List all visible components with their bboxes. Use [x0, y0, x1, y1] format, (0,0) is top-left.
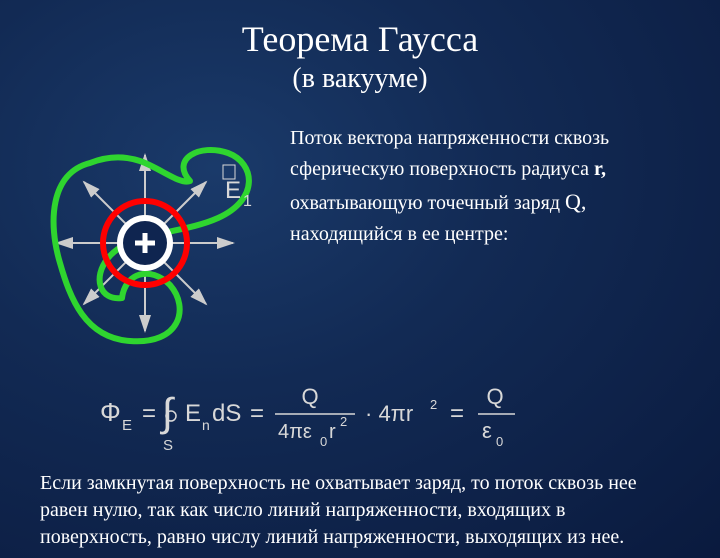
svg-text:dS: dS	[212, 400, 241, 427]
p1-b: охватывающую точечный заряд	[290, 192, 565, 214]
svg-text:∫: ∫	[160, 391, 176, 435]
paragraph-2: Если замкнутая поверхность не охватывает…	[0, 456, 720, 551]
p1-Q: Q,	[565, 189, 586, 214]
svg-text:=: =	[450, 400, 464, 427]
svg-text:n: n	[202, 417, 210, 433]
svg-text:E: E	[122, 417, 132, 434]
content-row: E 1 Поток вектора напряженности сквозь с…	[0, 123, 720, 358]
svg-text:Q: Q	[301, 384, 318, 409]
svg-text:S: S	[163, 437, 173, 454]
p1-a: Поток вектора напряженности сквозь сфери…	[290, 127, 609, 180]
svg-text:r: r	[329, 421, 336, 443]
svg-text:· 4πr: · 4πr	[365, 401, 413, 426]
svg-text:=: =	[250, 400, 264, 427]
p1-r: r,	[594, 158, 606, 180]
svg-text:Φ: Φ	[100, 397, 121, 427]
label-E: E	[225, 177, 241, 204]
p1-c: находящийся в ее центре:	[290, 223, 508, 245]
paragraph-1: Поток вектора напряженности сквозь сфери…	[280, 123, 690, 358]
svg-text:4πε: 4πε	[278, 421, 312, 443]
svg-text:Q: Q	[486, 384, 503, 409]
svg-text:0: 0	[496, 434, 503, 449]
diagram: E 1	[30, 123, 280, 358]
slide-title: Теорема Гаусса	[0, 18, 720, 61]
formula: Φ E = ∫ S E n dS = Q 4πε 0 r 2 · 4πr 2 =…	[0, 376, 720, 456]
svg-text:0: 0	[320, 434, 327, 449]
label-1: 1	[243, 193, 252, 210]
svg-text:E: E	[185, 400, 201, 427]
svg-text:ε: ε	[482, 418, 492, 443]
svg-text:=: =	[142, 400, 156, 427]
svg-text:2: 2	[340, 414, 347, 429]
slide-subtitle: (в вакууме)	[0, 63, 720, 95]
svg-text:2: 2	[430, 397, 437, 412]
